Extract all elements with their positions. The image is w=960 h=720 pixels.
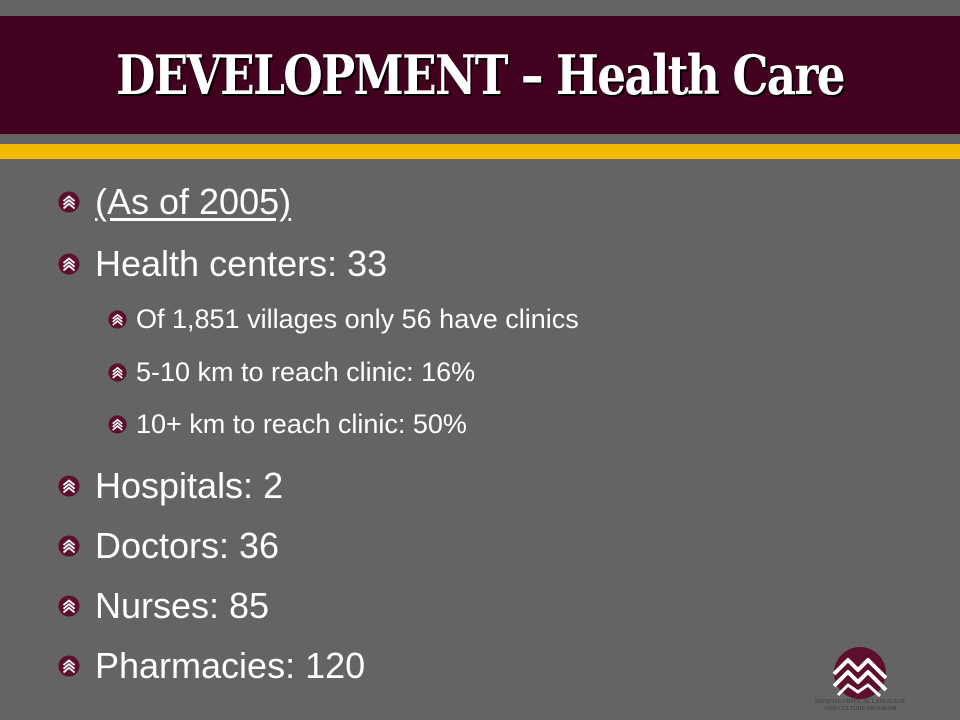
bullet-text: Hospitals: 2 [95, 465, 284, 506]
bullet-text: (As of 2005) [95, 181, 292, 222]
bullet-marker-icon [108, 363, 127, 382]
bullet-text: Health centers: 33 [95, 243, 388, 284]
bullet-marker-icon [58, 253, 80, 275]
bullet-marker-icon [58, 535, 80, 557]
bullet-pharmacies: Pharmacies: 120 [58, 645, 365, 687]
sub-bullet-10km: 10+ km to reach clinic: 50% [108, 409, 467, 440]
bullet-text: Pharmacies: 120 [95, 645, 366, 686]
bullet-marker-icon [58, 595, 80, 617]
bullet-marker-icon [58, 655, 80, 677]
bullet-text: 10+ km to reach clinic: 50% [136, 409, 467, 439]
bullet-text: Of 1,851 villages only 56 have clinics [136, 304, 579, 334]
bullet-doctors: Doctors: 36 [58, 525, 279, 567]
bullet-marker-icon [58, 475, 80, 497]
bullet-marker-icon [108, 415, 127, 434]
accent-stripe [0, 144, 960, 159]
bullet-hospitals: Hospitals: 2 [58, 465, 283, 507]
bullet-text: Doctors: 36 [95, 525, 280, 566]
logo-caption: DEFENSE CRITICAL LANGUAGE AND CULTURE PR… [800, 699, 920, 713]
bullet-text: 5-10 km to reach clinic: 16% [136, 357, 476, 387]
sub-bullet-villages: Of 1,851 villages only 56 have clinics [108, 304, 579, 335]
bullet-as-of: (As of 2005) [58, 181, 291, 223]
logo-caption-line2: AND CULTURE PROGRAM [823, 706, 897, 712]
sub-bullet-5-10km: 5-10 km to reach clinic: 16% [108, 357, 475, 388]
slide-title: DEVELOPMENT – Health Care [116, 43, 845, 107]
logo-caption-line1: DEFENSE CRITICAL LANGUAGE [814, 699, 906, 705]
bullet-nurses: Nurses: 85 [58, 585, 269, 627]
bullet-text: Nurses: 85 [95, 585, 270, 626]
bullet-marker-icon [108, 310, 127, 329]
mountain-logo-icon [832, 647, 888, 699]
bullet-health-centers: Health centers: 33 [58, 243, 387, 285]
title-band: DEVELOPMENT – Health Care [0, 16, 960, 134]
bullet-marker-icon [58, 191, 80, 213]
